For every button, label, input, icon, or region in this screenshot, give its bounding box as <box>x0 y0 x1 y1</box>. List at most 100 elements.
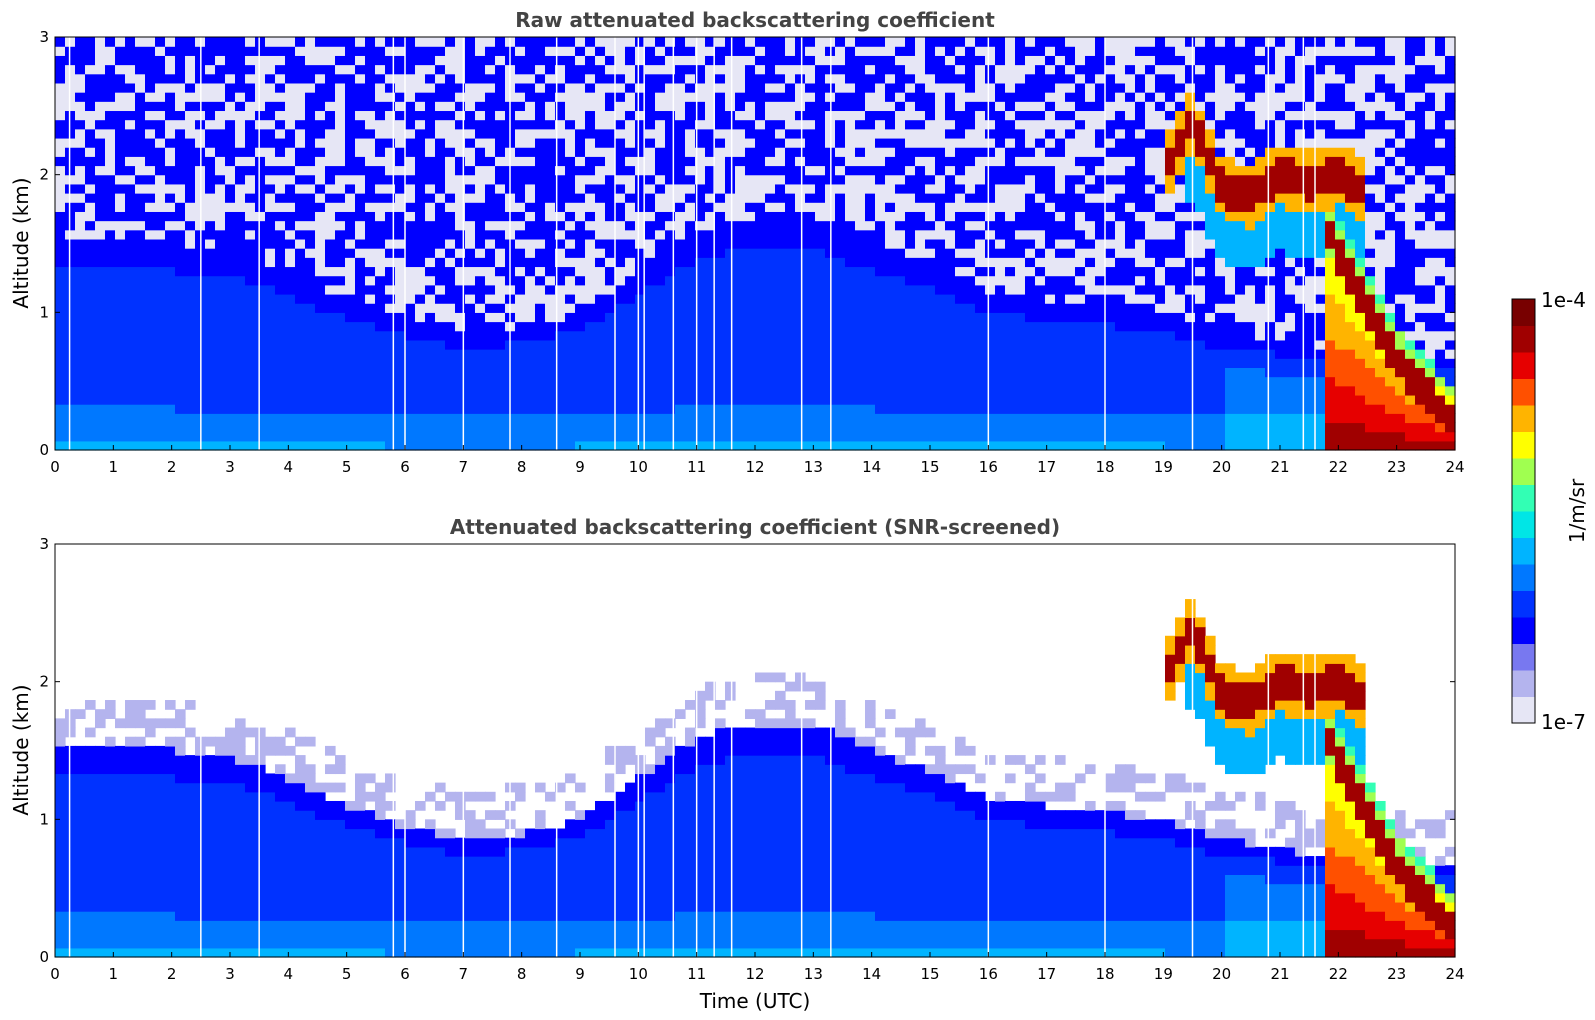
heatmap-cell <box>455 275 466 286</box>
heatmap-cell <box>125 137 136 148</box>
heatmap-cell <box>895 367 906 378</box>
heatmap-cell <box>75 339 86 350</box>
heatmap-cell <box>965 440 976 451</box>
heatmap-cell <box>435 92 446 102</box>
heatmap-cell <box>875 349 886 359</box>
heatmap-cell <box>235 229 246 240</box>
heatmap-cell <box>145 404 156 414</box>
heatmap-cell <box>835 248 846 258</box>
heatmap-cell <box>455 46 466 56</box>
heatmap-cell <box>665 156 676 167</box>
heatmap-cell <box>305 211 316 222</box>
heatmap-cell <box>1005 431 1016 442</box>
heatmap-cell <box>285 82 296 93</box>
heatmap-cell <box>955 339 966 350</box>
heatmap-cell <box>985 92 996 102</box>
heatmap-cell <box>795 238 806 249</box>
heatmap-cell <box>515 394 526 405</box>
heatmap-cell <box>605 211 616 222</box>
heatmap-cell <box>595 422 606 433</box>
heatmap-cell <box>1105 174 1116 185</box>
heatmap-cell <box>245 128 256 139</box>
heatmap-cell <box>285 37 296 47</box>
heatmap-cell <box>355 394 366 405</box>
heatmap-cell <box>215 202 226 212</box>
heatmap-cell <box>855 64 866 75</box>
heatmap-cell <box>525 422 536 433</box>
heatmap-cell <box>1105 339 1116 350</box>
heatmap-cell <box>855 220 866 231</box>
heatmap-cell <box>85 46 96 56</box>
heatmap-cell <box>1055 339 1066 350</box>
heatmap-cell <box>455 92 466 102</box>
heatmap-cell <box>795 183 806 194</box>
heatmap-cell <box>1075 413 1086 424</box>
heatmap-cell <box>275 147 286 157</box>
heatmap-cell <box>345 174 356 185</box>
heatmap-cell <box>685 440 696 451</box>
heatmap-cell <box>765 211 776 222</box>
heatmap-cell <box>775 440 786 451</box>
heatmap-cell <box>655 358 666 368</box>
heatmap-cell <box>435 303 446 313</box>
heatmap-cell <box>725 257 736 268</box>
heatmap-cell <box>875 64 886 75</box>
heatmap-cell <box>1025 303 1036 313</box>
heatmap-cell <box>425 193 436 203</box>
heatmap-cell <box>995 312 1006 323</box>
heatmap-cell <box>1125 174 1136 185</box>
heatmap-cell <box>885 82 896 93</box>
heatmap-cell <box>265 193 276 203</box>
heatmap-cell <box>135 275 146 286</box>
heatmap-cell <box>405 284 416 295</box>
heatmap-cell <box>205 229 216 240</box>
heatmap-cell <box>495 183 506 194</box>
heatmap-cell <box>745 293 756 304</box>
heatmap-cell <box>335 422 346 433</box>
heatmap-cell <box>885 284 896 295</box>
heatmap-cell <box>885 330 896 341</box>
heatmap-cell <box>345 137 356 148</box>
heatmap-cell <box>535 367 546 378</box>
heatmap-cell <box>525 37 536 47</box>
heatmap-cell <box>335 303 346 313</box>
heatmap-cell <box>405 266 416 277</box>
heatmap-cell <box>245 183 256 194</box>
heatmap-cell <box>685 92 696 102</box>
heatmap-cell <box>455 284 466 295</box>
heatmap-cell <box>635 413 646 424</box>
heatmap-cell <box>655 119 666 130</box>
heatmap-cell <box>335 101 346 112</box>
heatmap-cell <box>625 211 636 222</box>
heatmap-cell <box>1005 248 1016 258</box>
heatmap-cell <box>615 174 626 185</box>
heatmap-cell <box>725 128 736 139</box>
heatmap-cell <box>275 367 286 378</box>
heatmap-cell <box>95 293 106 304</box>
heatmap-cell <box>305 156 316 167</box>
heatmap-cell <box>785 55 796 66</box>
heatmap-cell <box>165 440 176 451</box>
heatmap-cell <box>95 147 106 157</box>
heatmap-cell <box>1105 220 1116 231</box>
heatmap-cell <box>355 248 366 258</box>
heatmap-cell <box>875 101 886 112</box>
heatmap-cell <box>525 174 536 185</box>
heatmap-cell <box>985 220 996 231</box>
heatmap-cell <box>635 257 646 268</box>
heatmap-cell <box>135 339 146 350</box>
heatmap-cell <box>305 238 316 249</box>
heatmap-cell <box>385 349 396 359</box>
heatmap-cell <box>955 92 966 102</box>
heatmap-cell <box>875 82 886 93</box>
heatmap-cell <box>1055 211 1066 222</box>
heatmap-cell <box>995 119 1006 130</box>
heatmap-cell <box>135 211 146 222</box>
heatmap-cell <box>85 165 96 176</box>
heatmap-cell <box>535 266 546 277</box>
heatmap-cell <box>455 110 466 121</box>
heatmap-cell <box>975 174 986 185</box>
heatmap-cell <box>165 156 176 167</box>
heatmap-cell <box>885 349 896 359</box>
heatmap-cell <box>135 220 146 231</box>
